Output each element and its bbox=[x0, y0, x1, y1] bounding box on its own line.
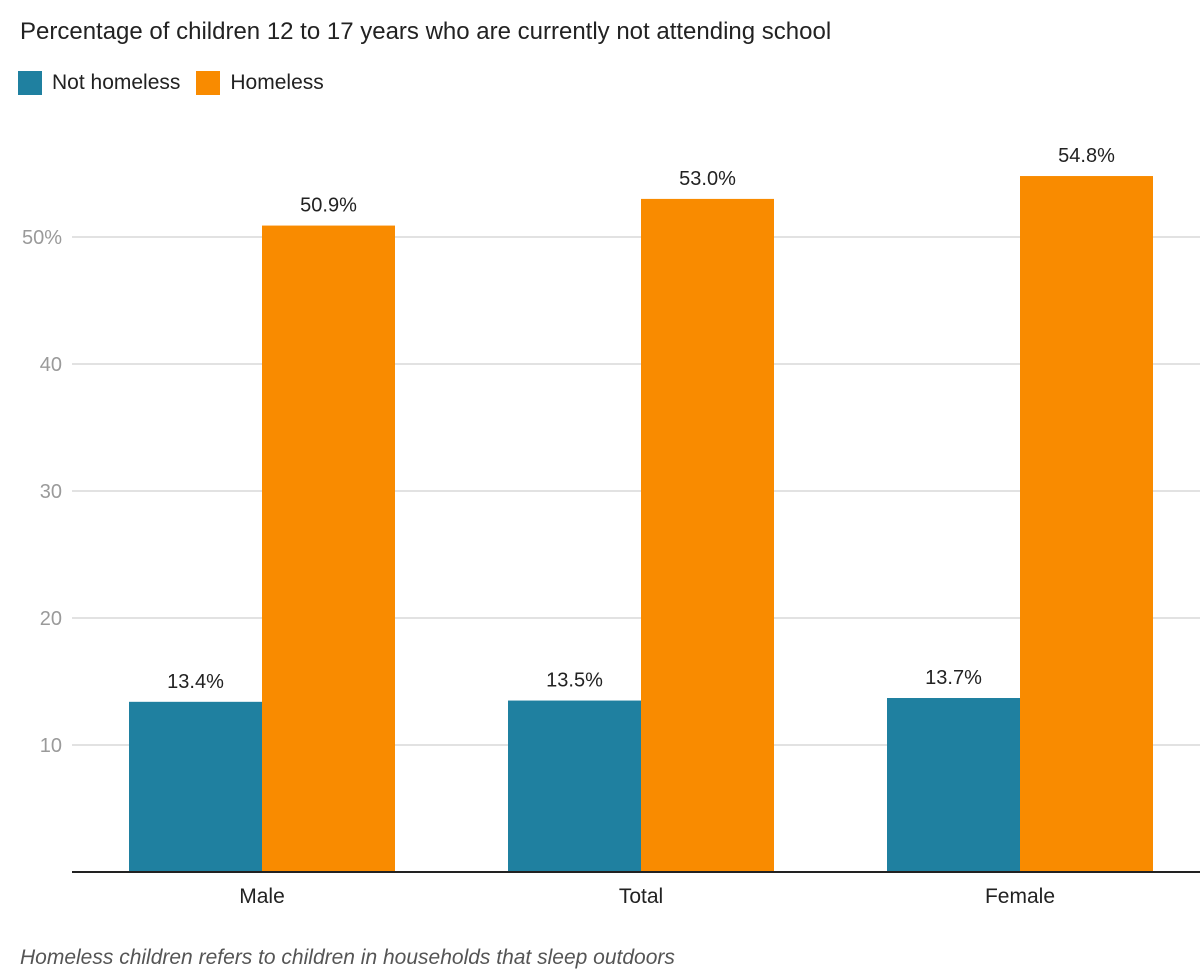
data-label-male-homeless: 50.9% bbox=[300, 195, 357, 217]
chart-title: Percentage of children 12 to 17 years wh… bbox=[20, 18, 832, 45]
legend-item-not-homeless: Not homeless bbox=[18, 71, 180, 95]
bar-male-homeless bbox=[262, 225, 395, 872]
bar-female-homeless bbox=[1020, 176, 1153, 873]
data-label-female-not-homeless: 13.7% bbox=[925, 667, 982, 689]
bar-total-homeless bbox=[641, 198, 774, 872]
chart-note: Homeless children refers to children in … bbox=[20, 946, 675, 969]
legend-label-homeless: Homeless bbox=[230, 71, 324, 94]
x-tick-label-male: Male bbox=[239, 885, 285, 908]
data-label-total-not-homeless: 13.5% bbox=[546, 670, 603, 692]
legend-swatch-not-homeless bbox=[18, 71, 42, 95]
data-label-total-homeless: 53.0% bbox=[679, 168, 736, 190]
legend-swatch-homeless bbox=[196, 71, 221, 95]
bar-female-not-homeless bbox=[887, 698, 1020, 872]
legend-label-not-homeless: Not homeless bbox=[52, 71, 181, 94]
y-tick-label-10: 10 bbox=[40, 735, 62, 757]
data-label-male-not-homeless: 13.4% bbox=[167, 671, 224, 693]
legend: Not homeless Homeless bbox=[18, 71, 340, 95]
data-label-female-homeless: 54.8% bbox=[1058, 145, 1115, 167]
y-tick-label-20: 20 bbox=[40, 608, 62, 630]
x-tick-label-total: Total bbox=[619, 885, 663, 908]
y-tick-label-40: 40 bbox=[40, 354, 62, 376]
y-tick-label-30: 30 bbox=[40, 481, 62, 503]
legend-item-homeless: Homeless bbox=[196, 71, 324, 95]
bar-male-not-homeless bbox=[129, 701, 262, 872]
y-tick-label-50: 50% bbox=[22, 227, 62, 249]
x-tick-label-female: Female bbox=[985, 885, 1055, 908]
bar-total-not-homeless bbox=[508, 700, 641, 872]
